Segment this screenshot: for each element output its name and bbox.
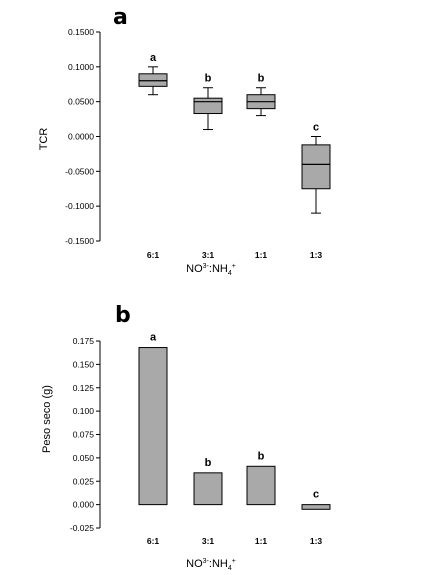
y-tick-label: 0.000 bbox=[73, 500, 95, 510]
box-iqr bbox=[193, 97, 223, 115]
panel-a-y-axis-title: TCR bbox=[38, 128, 50, 151]
bar-1:1: b bbox=[246, 450, 276, 506]
y-tick-label: 0.1500 bbox=[68, 27, 94, 37]
y-tick-label: -0.0500 bbox=[65, 166, 94, 176]
y-tick-label: 0.0000 bbox=[68, 132, 94, 142]
panel-a-boxplot: a 0.1500 0.1000 0.0500 0.0000 -0.0500 -0.1000… bbox=[38, 5, 331, 277]
box-3:1: b bbox=[193, 73, 223, 131]
y-tick-label: 0.075 bbox=[73, 430, 95, 440]
panel-b-letter: b bbox=[115, 303, 131, 328]
panel-b-barchart: b 0.175 0.150 0.125 0.100 0.075 0.050 0.025 0.0… bbox=[41, 303, 331, 572]
panel-b-y-axis-title: Peso seco (g) bbox=[41, 385, 53, 453]
y-tick-label: 0.150 bbox=[73, 359, 95, 369]
box-6:1: a bbox=[138, 52, 168, 96]
significance-letter: a bbox=[150, 332, 157, 344]
box-iqr bbox=[138, 73, 168, 87]
bar bbox=[138, 347, 168, 506]
box-1:1: b bbox=[246, 73, 276, 117]
y-tick-label: -0.025 bbox=[70, 523, 94, 533]
x-category-label: 1:1 bbox=[255, 536, 268, 546]
panel-b-category-labels: 6:1 3:1 1:1 1:3 bbox=[147, 536, 323, 546]
significance-letter: c bbox=[313, 122, 319, 134]
panel-b-x-axis-title: NO3-:NH4+ bbox=[186, 558, 236, 572]
y-tick-label: 0.0500 bbox=[68, 97, 94, 107]
x-category-label: 1:1 bbox=[255, 250, 268, 260]
panel-a-letter: a bbox=[113, 5, 128, 30]
panel-b-y-ticks: 0.175 0.150 0.125 0.100 0.075 0.050 0.025 0.000… bbox=[70, 336, 100, 533]
bar-3:1: b bbox=[193, 457, 223, 506]
x-category-label: 1:3 bbox=[310, 250, 323, 260]
box-1:3: c bbox=[301, 122, 331, 214]
y-tick-label: -0.1000 bbox=[65, 201, 94, 211]
bar-1:3: c bbox=[301, 489, 331, 510]
significance-letter: b bbox=[258, 73, 265, 85]
y-tick-label: -0.1500 bbox=[65, 236, 94, 246]
x-category-label: 6:1 bbox=[147, 536, 160, 546]
y-tick-label: 0.100 bbox=[73, 406, 95, 416]
bar-6:1: a bbox=[138, 332, 168, 506]
y-tick-label: 0.1000 bbox=[68, 62, 94, 72]
significance-letter: c bbox=[313, 489, 319, 501]
box-iqr bbox=[301, 144, 331, 190]
x-category-label: 6:1 bbox=[147, 250, 160, 260]
x-category-label: 1:3 bbox=[310, 536, 323, 546]
significance-letter: b bbox=[205, 457, 212, 469]
panel-a-boxes: a b b c bbox=[138, 52, 331, 214]
significance-letter: a bbox=[150, 52, 157, 64]
x-category-label: 3:1 bbox=[202, 536, 215, 546]
y-tick-label: 0.025 bbox=[73, 476, 95, 486]
significance-letter: b bbox=[258, 450, 265, 462]
y-tick-label: 0.175 bbox=[73, 336, 95, 346]
y-tick-label: 0.125 bbox=[73, 383, 95, 393]
panel-a-x-axis-title: NO3-:NH4+ bbox=[186, 263, 236, 277]
x-category-label: 3:1 bbox=[202, 250, 215, 260]
panel-a-category-labels: 6:1 3:1 1:1 1:3 bbox=[147, 250, 323, 260]
bar bbox=[193, 472, 223, 506]
panel-a-y-ticks: 0.1500 0.1000 0.0500 0.0000 -0.0500 -0.1000 -0… bbox=[65, 27, 100, 246]
bar bbox=[246, 465, 276, 506]
panel-b-bars: a b b c bbox=[138, 332, 331, 510]
significance-letter: b bbox=[205, 73, 212, 85]
y-tick-label: 0.050 bbox=[73, 453, 95, 463]
bar bbox=[301, 504, 331, 510]
